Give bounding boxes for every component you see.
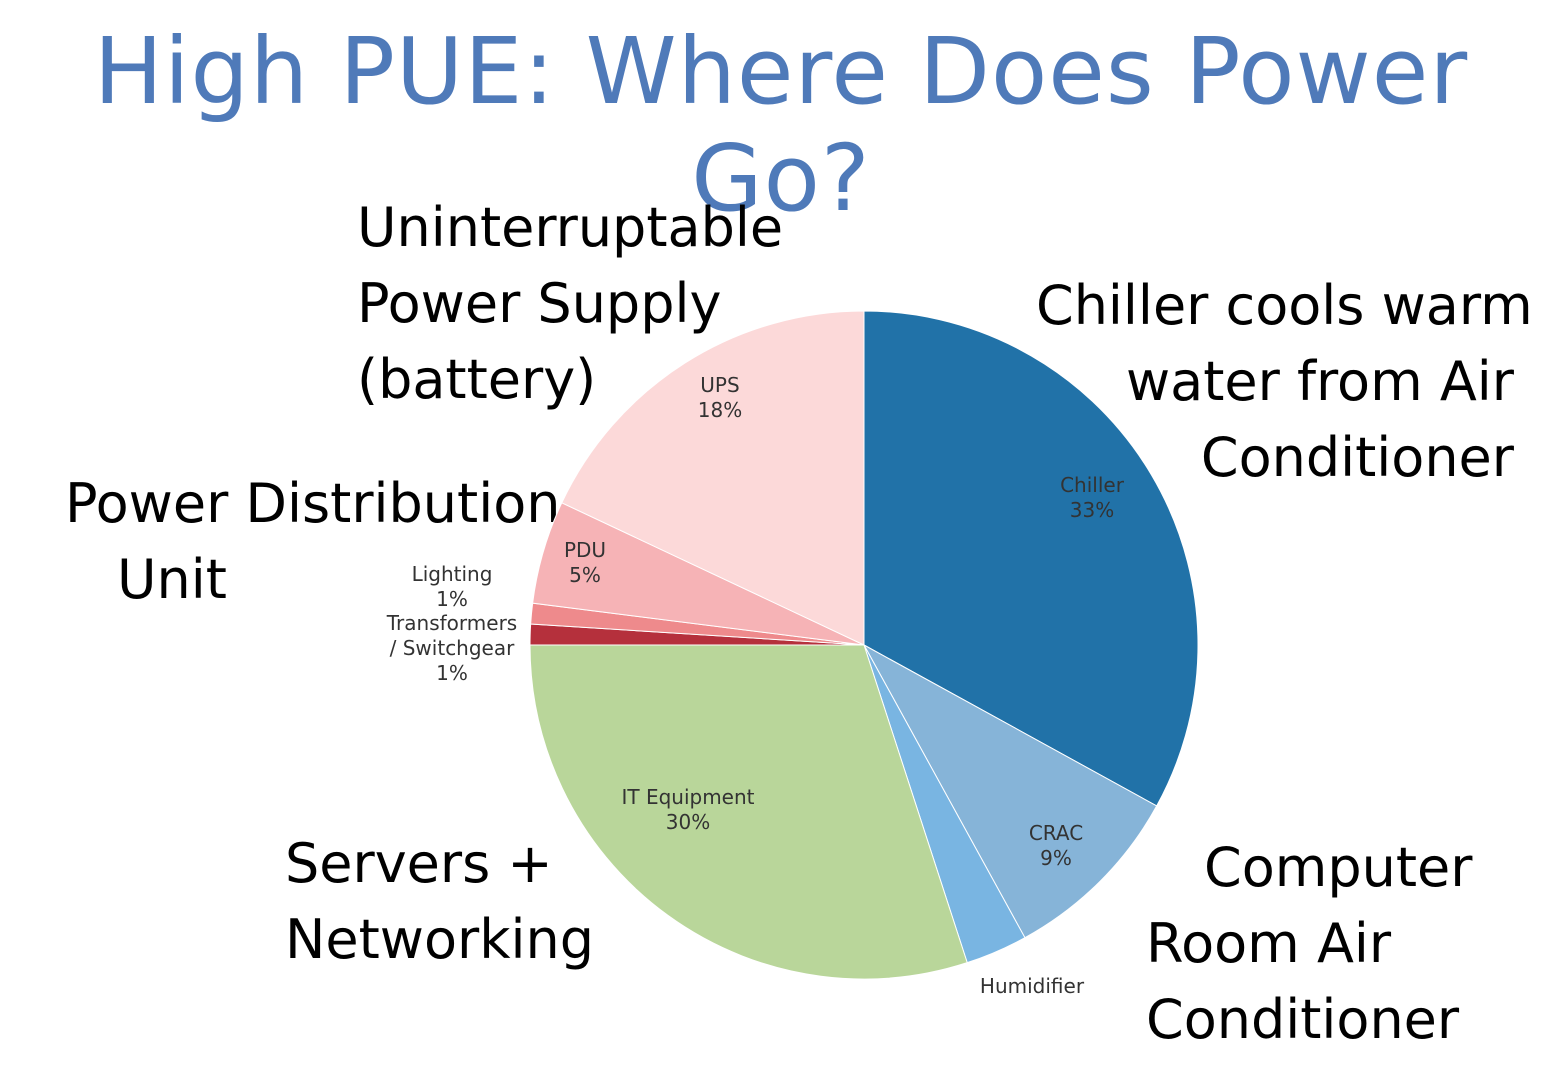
pie-slice-it-equipment [529,644,968,980]
ups-callout: Uninterruptable Power Supply (battery) [357,190,783,418]
slice-label-crac: CRAC 9% [1029,821,1083,870]
it-callout: Servers + Networking [285,826,594,978]
it-callout-line: Servers + [285,832,553,895]
pdu-callout: Power Distribution Unit [65,466,560,618]
slice-label-transformers-switchgear: Transformers / Switchgear 1% [386,611,517,685]
chiller-callout-line: Chiller cools warm [1036,274,1533,337]
slide-title: High PUE: Where Does Power Go? [93,18,1469,232]
pie-slice-chiller [863,310,1199,807]
chiller-callout: Chiller cools warm water from Air Condit… [1036,268,1533,496]
ups-callout-line: Power Supply [357,272,722,335]
slice-label-humidifier: Humidifier [980,974,1085,998]
ups-callout-line: (battery) [357,348,597,411]
pdu-callout-line: Power Distribution [65,472,561,535]
it-callout-line: Networking [285,908,594,971]
crac-callout-line: Computer [1204,836,1473,899]
slice-label-pdu: PDU 5% [564,538,606,587]
pie-slice-crac [862,643,1158,939]
slice-label-it-equipment: IT Equipment 30% [621,785,754,834]
crac-callout-line: Conditioner [1146,988,1460,1051]
crac-callout-line: Room Air [1146,912,1392,975]
pdu-callout-line: Unit [117,548,227,611]
chiller-callout-line: water from Air [1126,350,1514,413]
slice-label-lighting: Lighting 1% [412,562,493,611]
slice-label-ups: UPS 18% [698,373,742,422]
slice-label-chiller: Chiller 33% [1060,473,1125,522]
ups-callout-line: Uninterruptable [357,196,784,259]
chiller-callout-line: Conditioner [1200,426,1514,489]
crac-callout: Computer Room Air Conditioner [1146,830,1472,1058]
pie-slice-ups [561,310,865,646]
